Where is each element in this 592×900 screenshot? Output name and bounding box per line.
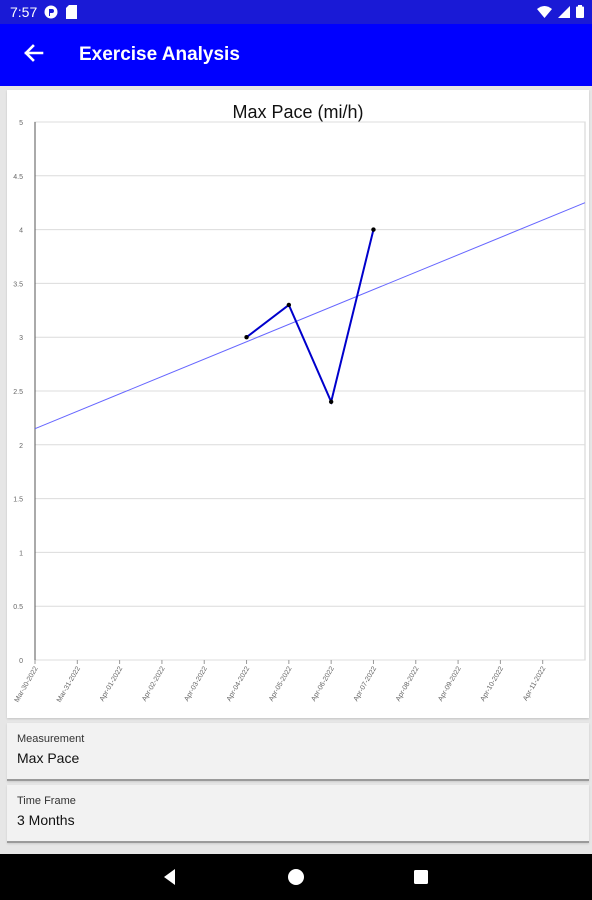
battery-icon <box>576 5 584 23</box>
x-tick-label: Mar-30-2022 <box>14 665 40 703</box>
y-tick-label: 3.5 <box>13 281 23 288</box>
status-bar: 7:57 <box>0 0 592 24</box>
x-tick-label: Apr-04-2022 <box>226 665 252 702</box>
back-triangle-icon <box>160 869 180 891</box>
data-point <box>244 335 249 340</box>
x-tick-label: Apr-02-2022 <box>141 665 167 702</box>
data-point <box>286 302 292 308</box>
measurement-label: Measurement <box>17 733 85 745</box>
x-tick-label: Apr-09-2022 <box>437 665 463 702</box>
y-tick-label: 4 <box>19 228 23 235</box>
y-tick-label: 1.5 <box>13 497 23 504</box>
x-tick-label: Apr-10-2022 <box>480 665 506 702</box>
nav-back-button[interactable] <box>160 867 180 887</box>
navigation-bar <box>0 854 592 900</box>
back-button[interactable] <box>14 37 54 73</box>
x-tick-label: Apr-08-2022 <box>395 665 421 702</box>
content-area: Max Pace (mi/h) 0 0.5 1 1.5 2 2.5 3 3.5 4 4.5 5 Mar… <box>0 86 592 854</box>
y-tick-label: 2 <box>19 443 23 450</box>
signal-icon <box>558 5 570 23</box>
x-tick-label: Apr-03-2022 <box>183 665 209 702</box>
status-right-icons <box>537 5 584 23</box>
y-tick-label: 5 <box>19 120 23 127</box>
measurement-value: Max Pace <box>17 750 80 766</box>
nav-home-button[interactable] <box>286 867 306 887</box>
data-point <box>328 399 334 404</box>
y-tick-label: 3 <box>19 335 23 342</box>
page-title: Exercise Analysis <box>79 44 240 65</box>
notification-app-icon <box>44 5 58 24</box>
x-tick-label: Apr-06-2022 <box>310 665 336 702</box>
time-frame-field[interactable]: Time Frame 3 Months <box>7 785 589 843</box>
nav-recents-button[interactable] <box>411 867 431 887</box>
x-tick-label: Mar-31-2022 <box>56 665 82 703</box>
measurement-field[interactable]: Measurement Max Pace <box>7 723 589 781</box>
chart-title: Max Pace (mi/h) <box>232 102 364 122</box>
y-tick-label: 4.5 <box>13 174 23 181</box>
x-tick-label: Apr-05-2022 <box>268 665 294 702</box>
status-left-icons <box>44 5 78 24</box>
status-time: 7:57 <box>10 4 38 20</box>
app-bar: Exercise Analysis <box>0 24 592 86</box>
line-chart: 0 0.5 1 1.5 2 2.5 3 3.5 4 4.5 5 Mar-30-2022 Mar-31-2… <box>13 120 586 704</box>
y-tick-label: 0.5 <box>13 604 23 611</box>
y-tick-label: 2.5 <box>13 389 23 396</box>
time-frame-label: Time Frame <box>17 795 76 807</box>
wifi-icon <box>537 5 552 23</box>
home-circle-icon <box>286 869 306 891</box>
recents-square-icon <box>411 870 431 891</box>
x-tick-label: Apr-01-2022 <box>99 665 125 702</box>
trendline <box>34 202 586 430</box>
y-tick-label: 1 <box>19 550 23 557</box>
y-tick-label: 0 <box>19 658 23 665</box>
x-tick-label: Apr-07-2022 <box>353 665 379 702</box>
arrow-back-icon <box>24 43 44 67</box>
x-tick-label: Apr-11-2022 <box>522 665 547 702</box>
chart-card: Max Pace (mi/h) 0 0.5 1 1.5 2 2.5 3 3.5 4 4.5 5 Mar… <box>7 90 589 718</box>
series-line <box>245 229 375 405</box>
data-point <box>371 227 376 232</box>
sd-card-icon <box>66 5 78 24</box>
time-frame-value: 3 Months <box>17 812 75 828</box>
